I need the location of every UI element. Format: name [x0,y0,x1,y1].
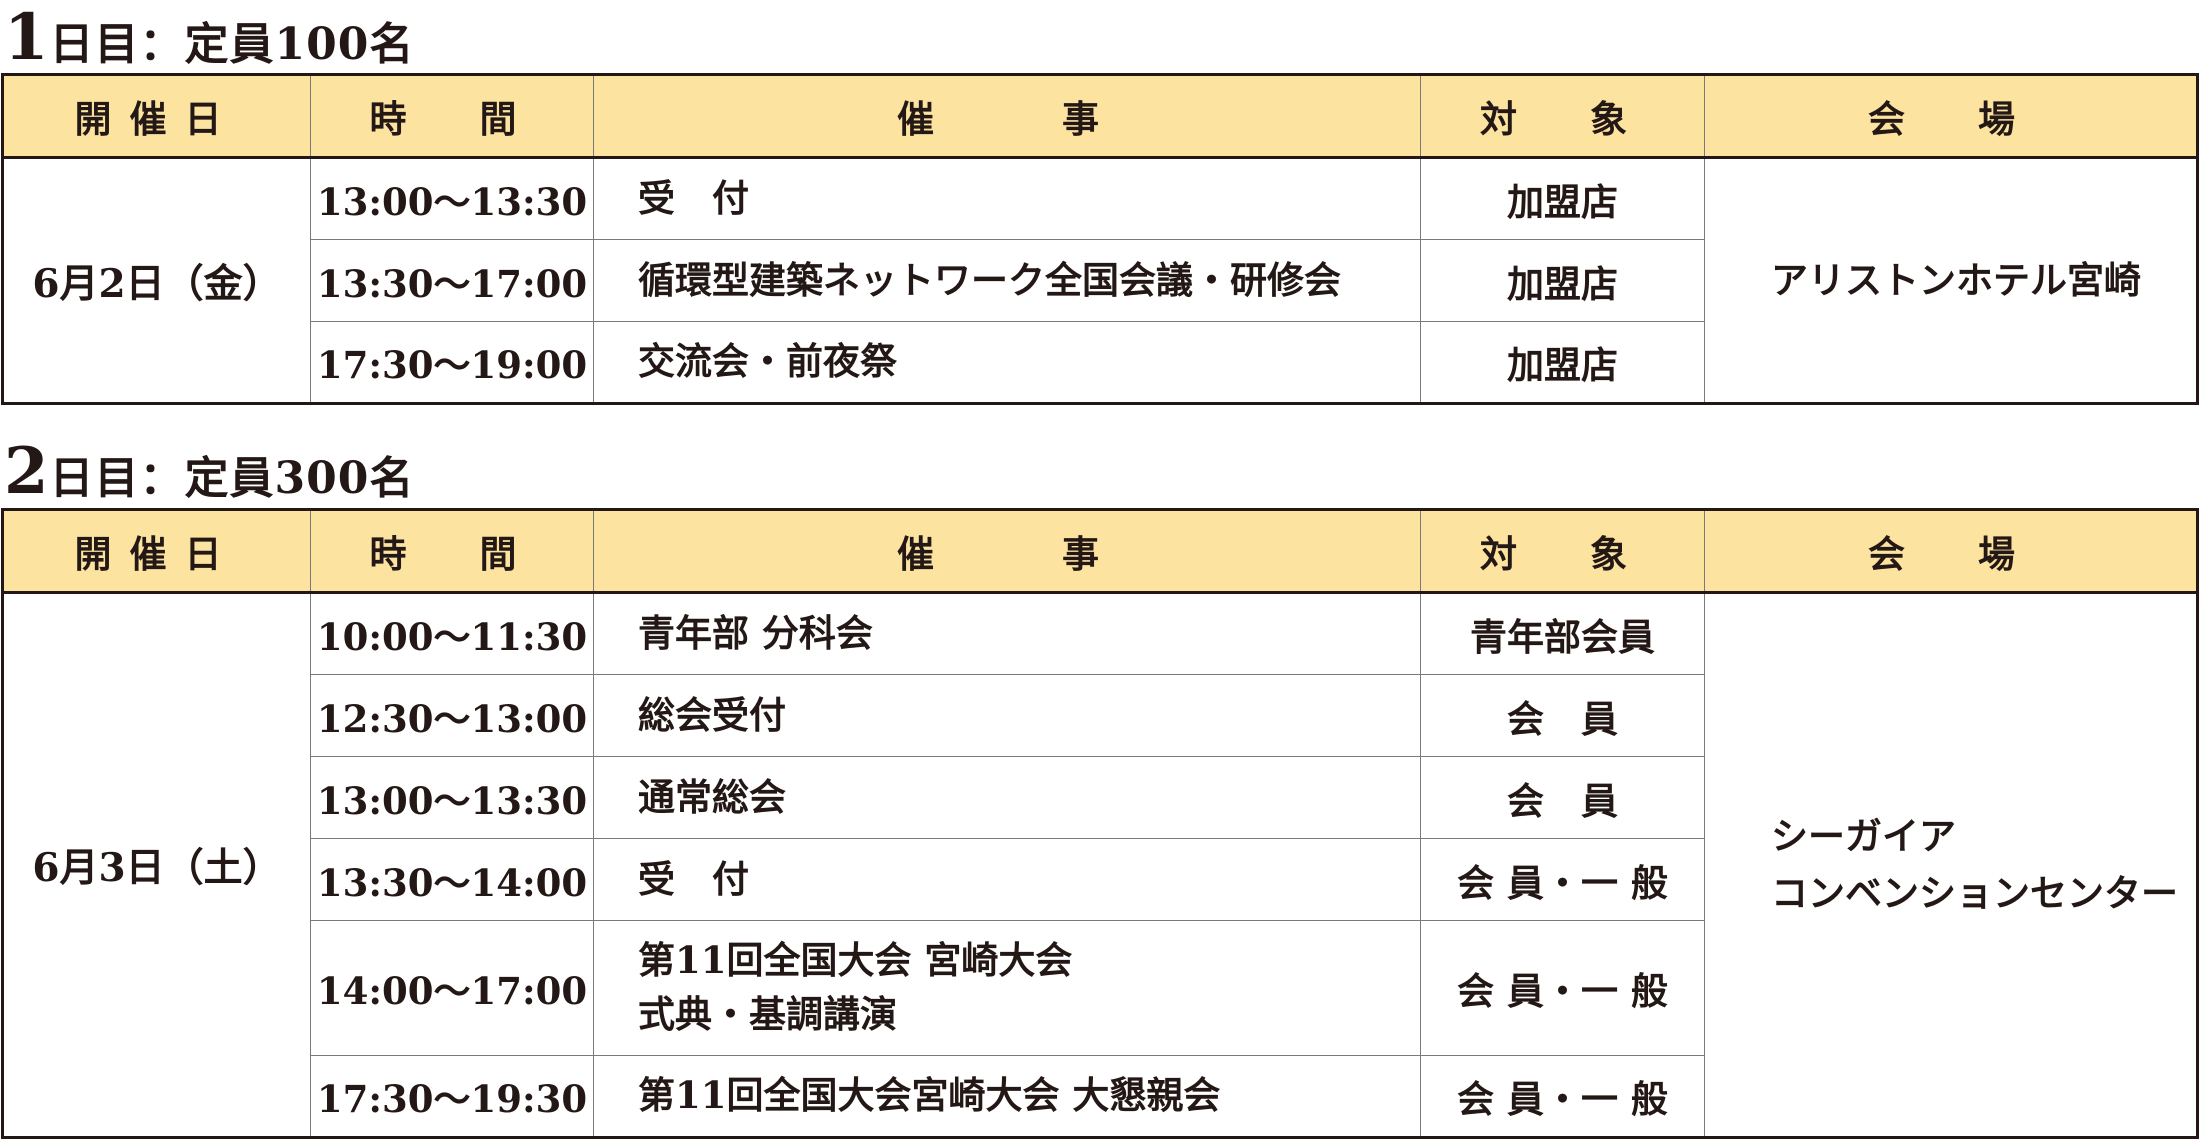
header-row: 開催日 時 間 催 事 対 象 会 場 [2,74,2198,159]
header-time: 時 間 [310,509,594,594]
table-row: 6月2日（金） 13:00〜13:30 受 付 加盟店 アリストンホテル宮崎 [2,157,2198,404]
day2-schedule-table: 開催日 時 間 催 事 対 象 会 場 6月3日（土） 10:00〜11:30 … [1,508,2199,1139]
table-row: 13:30〜17:00 循環型建築ネットワーク全国会議・研修会 加盟店 [3,239,2198,322]
time-cell: 13:30〜14:00 [310,838,594,921]
table-row: 13:30〜14:00 受 付 会 員・一 般 [3,838,2198,921]
day1-schedule-table: 開催日 時 間 催 事 対 象 会 場 6月2日（金） 13:00〜13:30 … [1,73,2199,405]
event-cell: 受 付 [593,838,1421,921]
header-target: 対 象 [1420,509,1705,594]
date-cell: 6月3日（土） [2,592,311,1138]
venue-cell: アリストンホテル宮崎 [1704,157,2198,404]
target-cell: 加盟店 [1420,321,1705,404]
target-cell: 青年部会員 [1420,592,1705,675]
day-caption: 日目：定員300名 [49,453,415,504]
time-cell: 12:30〜13:00 [310,674,594,757]
day-number: 2 [4,434,50,509]
event-cell: 第11回全国大会 宮崎大会 式典・基調講演 [593,920,1421,1056]
header-venue: 会 場 [1704,509,2198,594]
venue-cell: シーガイア コンベンションセンター [1704,592,2198,1138]
table-row: 6月3日（土） 10:00〜11:30 青年部 分科会 青年部会員 シーガイア … [2,592,2198,1138]
header-event: 催 事 [593,509,1421,594]
header-time: 時 間 [310,74,594,159]
day1-title: 1日目：定員100名 [4,6,414,70]
time-cell: 17:30〜19:30 [310,1055,594,1138]
event-cell: 青年部 分科会 [593,592,1421,675]
target-cell: 会 員・一 般 [1420,1055,1705,1138]
time-cell: 13:00〜13:30 [310,756,594,839]
header-target: 対 象 [1420,74,1705,159]
target-cell: 加盟店 [1420,157,1705,240]
event-cell: 総会受付 [593,674,1421,757]
target-cell: 会 員 [1420,756,1705,839]
header-date: 開催日 [2,509,311,594]
day2-title: 2日目：定員300名 [4,440,414,504]
time-cell: 14:00〜17:00 [310,920,594,1056]
table-row: 12:30〜13:00 総会受付 会 員 [3,674,2198,757]
event-cell: 循環型建築ネットワーク全国会議・研修会 [593,239,1421,322]
time-cell: 17:30〜19:00 [310,321,594,404]
table-row: 14:00〜17:00 第11回全国大会 宮崎大会 式典・基調講演 会 員・一 … [3,920,2198,1056]
event-cell: 交流会・前夜祭 [593,321,1421,404]
target-cell: 会 員・一 般 [1420,838,1705,921]
event-line1: 第11回全国大会 宮崎大会 [638,938,1073,983]
event-line2: 式典・基調講演 [638,992,897,1036]
day-caption: 日目：定員100名 [49,19,415,70]
time-cell: 13:00〜13:30 [310,157,594,240]
header-row: 開催日 時 間 催 事 対 象 会 場 [2,509,2198,594]
table-row: 13:00〜13:30 通常総会 会 員 [3,756,2198,839]
table-row: 17:30〜19:00 交流会・前夜祭 加盟店 [3,321,2198,404]
date-cell: 6月2日（金） [2,157,311,404]
event-cell: 第11回全国大会宮崎大会 大懇親会 [593,1055,1421,1138]
venue-line1: シーガイア [1771,813,1956,858]
time-cell: 10:00〜11:30 [310,592,594,675]
target-cell: 会 員 [1420,674,1705,757]
time-cell: 13:30〜17:00 [310,239,594,322]
header-date: 開催日 [2,74,311,159]
table-row: 17:30〜19:30 第11回全国大会宮崎大会 大懇親会 会 員・一 般 [3,1055,2198,1138]
event-cell: 受 付 [593,157,1421,240]
target-cell: 加盟店 [1420,239,1705,322]
target-cell: 会 員・一 般 [1420,920,1705,1056]
venue-line2: コンベンションセンター [1771,871,2178,915]
header-venue: 会 場 [1704,74,2198,159]
event-cell: 通常総会 [593,756,1421,839]
header-event: 催 事 [593,74,1421,159]
day-number: 1 [4,0,50,75]
